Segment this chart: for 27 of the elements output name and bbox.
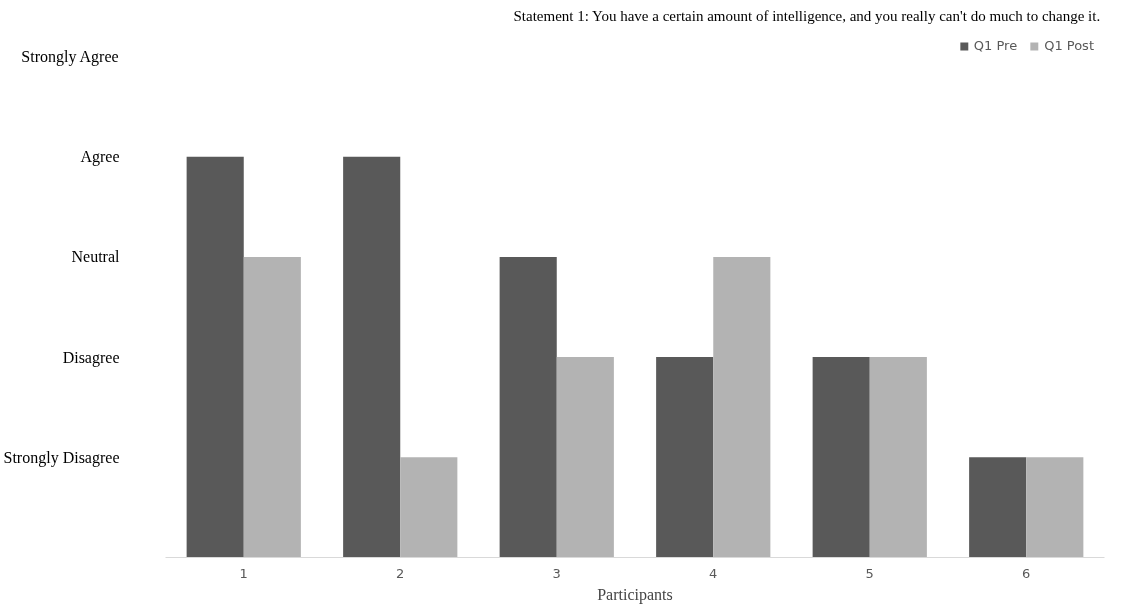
x-tick-label: 6 (1022, 565, 1031, 581)
text: Strongly Disagree (3, 448, 120, 467)
x-tick-label: 3 (552, 565, 561, 581)
text: Disagree (62, 348, 120, 367)
x-tick-label: 1 (239, 565, 248, 581)
legend-label: Q1 Pre (973, 38, 1018, 53)
bar (243, 256, 301, 558)
bar (556, 357, 614, 558)
bar (812, 357, 870, 558)
chart-title: Statement 1: You have a certain amount of intelligence, and you really can't do much to change it. (513, 7, 1101, 24)
legend-label: Q1 Post (1044, 38, 1094, 53)
bar (499, 256, 557, 558)
bar (713, 256, 771, 558)
x-tick-label: 2 (396, 565, 405, 581)
bar (969, 457, 1027, 558)
x-tick-label: 5 (865, 565, 874, 581)
bar (869, 357, 927, 558)
bar (400, 457, 458, 558)
text: Neutral (71, 248, 121, 266)
x-tick-label: 4 (709, 565, 718, 581)
text: Agree (80, 148, 120, 167)
x-axis-title: Participants (597, 585, 673, 604)
bar (343, 156, 401, 558)
text: Strongly Agree (21, 48, 119, 67)
bar (1026, 457, 1084, 558)
bar (656, 357, 714, 558)
bar (186, 156, 244, 558)
